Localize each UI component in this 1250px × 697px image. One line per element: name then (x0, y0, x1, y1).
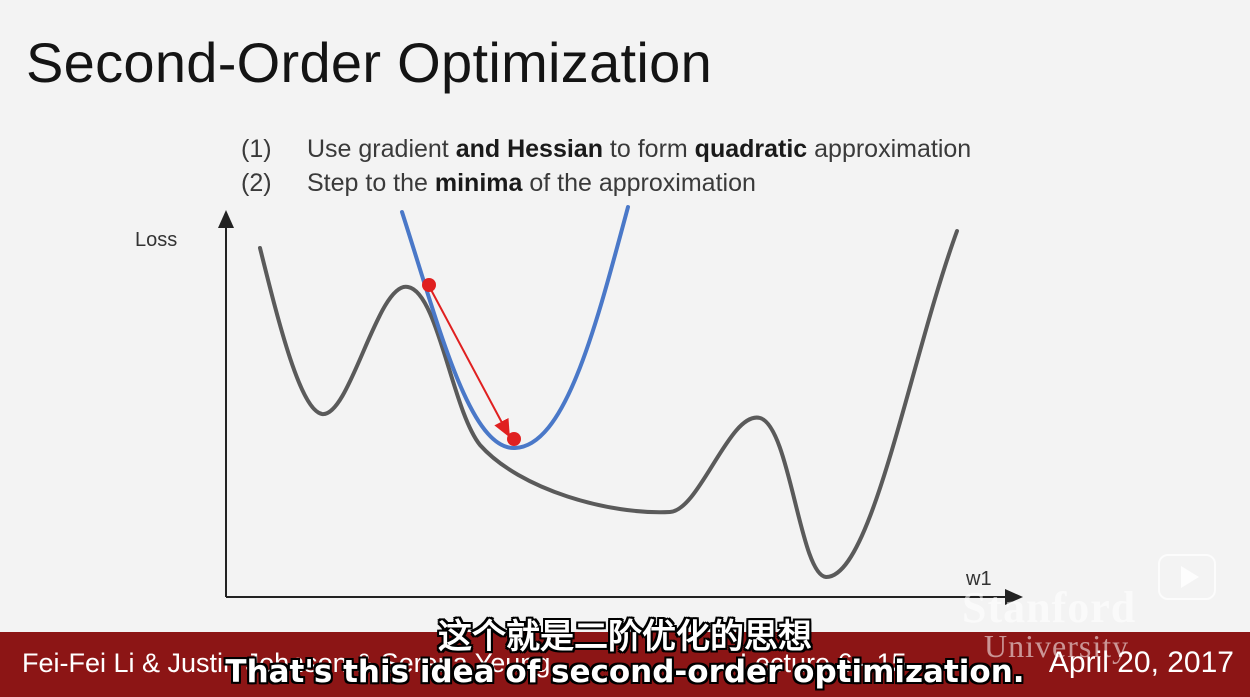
current-point (422, 278, 436, 292)
footer-authors: Fei-Fei Li & Justin Johnson & Serena Yeu… (22, 648, 551, 678)
step-2-text-a: Step to the (307, 169, 435, 197)
slide-footer: Fei-Fei Li & Justin Johnson & Serena Yeu… (0, 632, 1250, 697)
subtitle-english: That's this idea of second-order optimiz… (225, 654, 1025, 690)
loss-curve (258, 229, 959, 580)
watermark-stanford: Stanford (962, 583, 1137, 632)
step-1-number: (1) (241, 135, 272, 163)
step-2-number: (2) (241, 169, 272, 197)
newton-step-arrow (428, 285, 510, 438)
step-1-bold-quadratic: quadratic (694, 135, 808, 163)
quadratic-approximation-curve (400, 205, 630, 451)
step-1-bold-hessian: and Hessian (455, 135, 603, 163)
y-axis-label: Loss (135, 229, 177, 251)
x-axis-label: w1 (965, 568, 992, 590)
subtitle-chinese: 这个就是二阶优化的思想 (438, 617, 812, 657)
step-2: (2) Step to the minima of the approximati… (241, 169, 756, 198)
step-2-text-b: of the approximation (522, 169, 756, 197)
play-icon[interactable] (1158, 554, 1216, 600)
step-1-text-a: Use gradient (307, 135, 456, 163)
step-1-text-c: approximation (807, 135, 972, 163)
step-1-text-b: to form (602, 135, 695, 163)
approximation-minimum-point (507, 432, 521, 446)
footer-lecture: Lecture 6 - 15 (740, 648, 907, 678)
slide-title: Second-Order Optimization (26, 31, 713, 94)
watermark-university: University (984, 628, 1130, 664)
step-2-bold-minima: minima (434, 169, 523, 197)
footer-date: April 20, 2017 (1048, 646, 1234, 679)
step-1: (1) Use gradient and Hessian to form quad… (241, 135, 971, 164)
